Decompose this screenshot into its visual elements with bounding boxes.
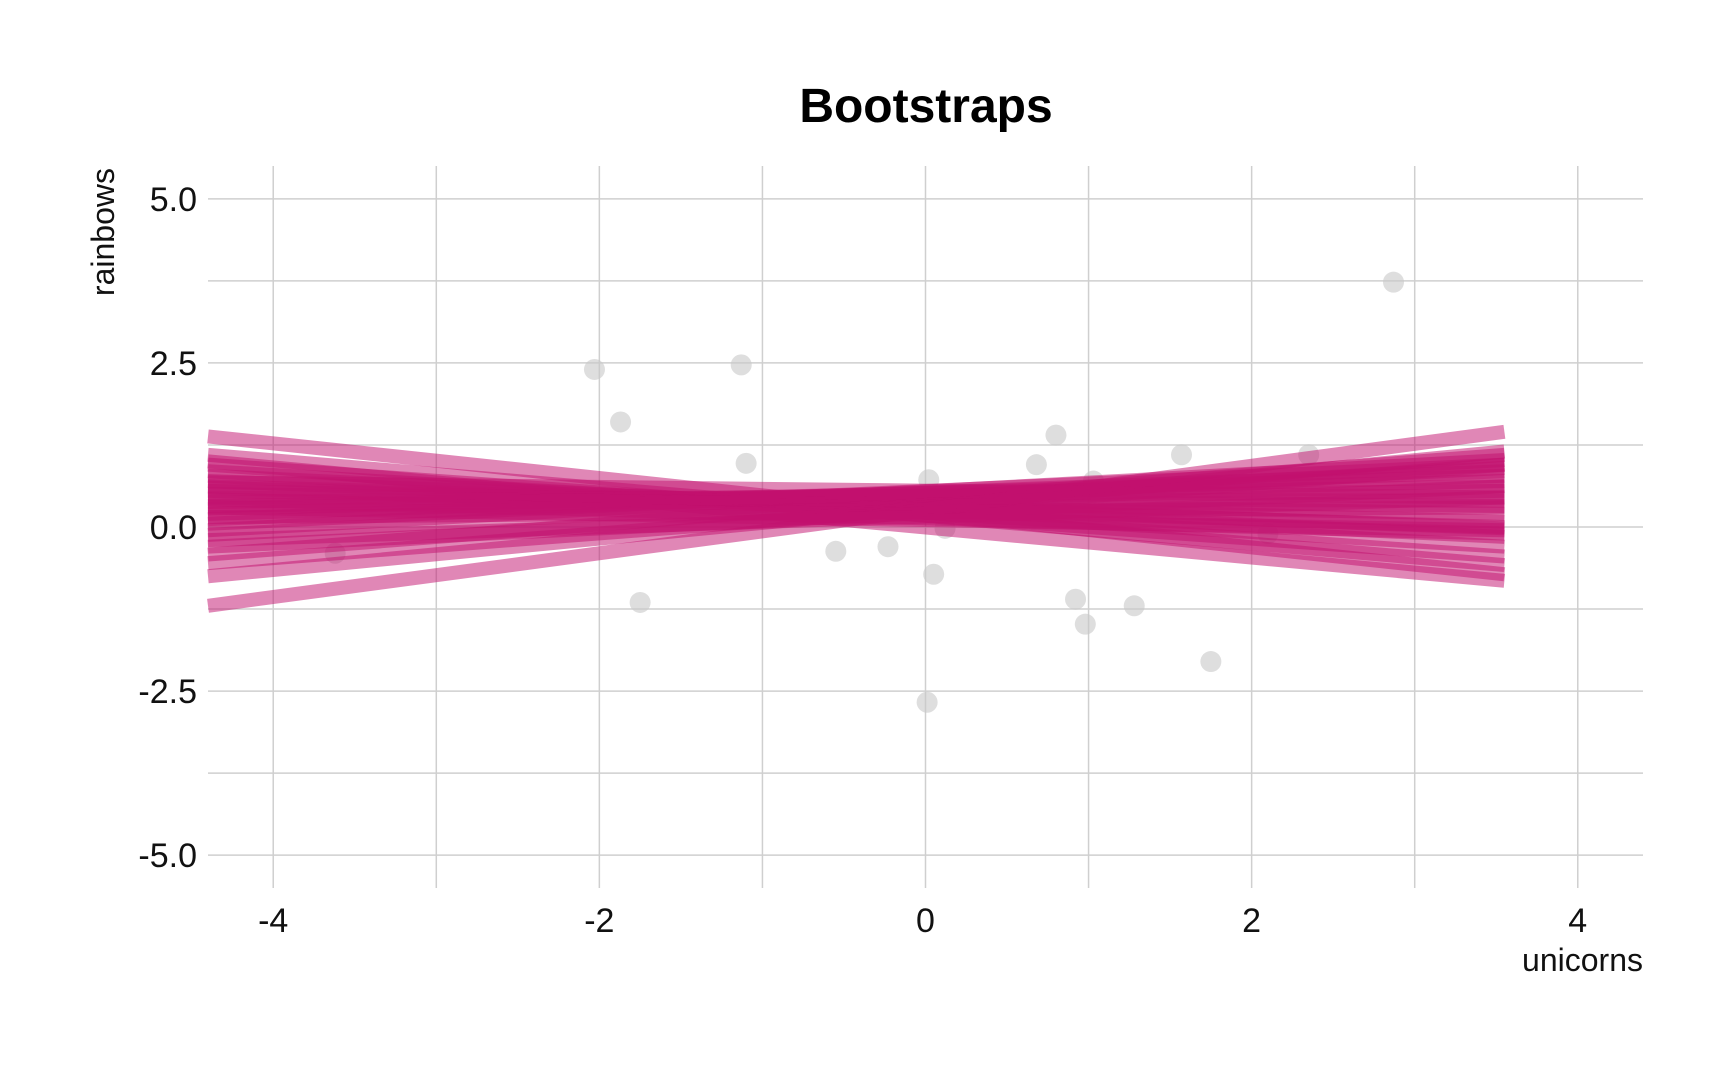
y-tick-label: 2.5 — [150, 345, 197, 383]
data-point — [730, 354, 752, 376]
chart-title: Bootstraps — [799, 80, 1052, 133]
data-point — [1171, 444, 1193, 466]
data-point — [1045, 424, 1067, 446]
x-tick-label: 2 — [1242, 902, 1261, 940]
x-tick-label: 4 — [1568, 902, 1587, 940]
y-axis-label: rainbows — [85, 168, 121, 296]
data-point — [583, 358, 605, 380]
data-point — [1025, 454, 1047, 476]
y-tick-label: -2.5 — [138, 673, 197, 711]
data-point — [1123, 595, 1145, 617]
x-tick-label: -2 — [584, 902, 614, 940]
bootstrap-line — [207, 490, 1505, 548]
data-point — [610, 411, 632, 433]
y-tick-label: -5.0 — [138, 837, 197, 875]
y-tick-label: 5.0 — [150, 181, 197, 219]
data-point — [923, 563, 945, 585]
data-point — [629, 591, 651, 613]
data-point — [825, 540, 847, 562]
x-tick-label: 0 — [916, 902, 935, 940]
data-point — [877, 536, 899, 558]
data-point — [1383, 271, 1405, 293]
x-axis-label: unicorns — [1522, 942, 1643, 978]
bootstrap-fit-lines — [207, 424, 1506, 613]
data-point — [1065, 588, 1087, 610]
y-tick-label: 0.0 — [150, 509, 197, 547]
bootstrap-line — [207, 475, 1505, 505]
data-point — [735, 452, 757, 474]
x-tick-label: -4 — [258, 902, 288, 940]
data-point — [1200, 651, 1222, 673]
tick-labels: -4 -2 0 2 4 5.0 2.5 0.0 -2.5 -5.0 — [138, 181, 1587, 940]
data-point — [1074, 613, 1096, 635]
data-point — [916, 691, 938, 713]
